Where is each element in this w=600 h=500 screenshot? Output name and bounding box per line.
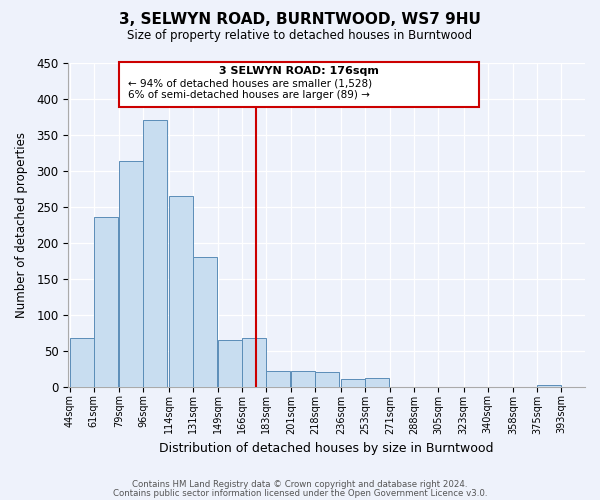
Bar xyxy=(292,371,316,386)
Bar xyxy=(94,218,118,386)
Bar xyxy=(193,257,217,386)
Bar xyxy=(70,338,94,386)
X-axis label: Distribution of detached houses by size in Burntwood: Distribution of detached houses by size … xyxy=(160,442,494,455)
Bar xyxy=(316,372,340,386)
Text: 3, SELWYN ROAD, BURNTWOOD, WS7 9HU: 3, SELWYN ROAD, BURNTWOOD, WS7 9HU xyxy=(119,12,481,28)
Y-axis label: Number of detached properties: Number of detached properties xyxy=(15,132,28,318)
Bar xyxy=(119,62,479,107)
Bar xyxy=(119,161,143,386)
Text: 6% of semi-detached houses are larger (89) →: 6% of semi-detached houses are larger (8… xyxy=(128,90,370,100)
Text: Contains public sector information licensed under the Open Government Licence v3: Contains public sector information licen… xyxy=(113,490,487,498)
Text: 3 SELWYN ROAD: 176sqm: 3 SELWYN ROAD: 176sqm xyxy=(219,66,379,76)
Bar xyxy=(365,378,389,386)
Bar xyxy=(143,120,167,386)
Bar xyxy=(266,371,290,386)
Bar xyxy=(218,340,242,386)
Bar xyxy=(169,196,193,386)
Text: ← 94% of detached houses are smaller (1,528): ← 94% of detached houses are smaller (1,… xyxy=(128,78,372,88)
Text: Size of property relative to detached houses in Burntwood: Size of property relative to detached ho… xyxy=(127,29,473,42)
Bar xyxy=(242,338,266,386)
Text: Contains HM Land Registry data © Crown copyright and database right 2024.: Contains HM Land Registry data © Crown c… xyxy=(132,480,468,489)
Bar xyxy=(341,380,365,386)
Bar xyxy=(537,385,561,386)
